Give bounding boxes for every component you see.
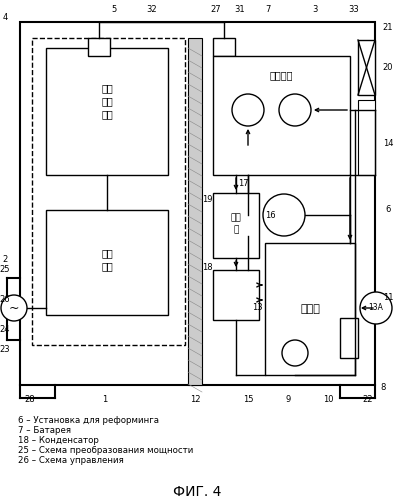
Text: スタック: スタック: [269, 70, 293, 80]
Bar: [88, 38, 110, 56]
Text: 18: 18: [202, 264, 212, 272]
Circle shape: [232, 94, 264, 126]
Text: 1: 1: [102, 396, 108, 404]
Text: 制御: 制御: [101, 248, 113, 258]
Text: 電力: 電力: [101, 83, 113, 93]
Text: 8: 8: [380, 384, 386, 392]
Text: 改質器: 改質器: [300, 304, 320, 314]
Text: 13: 13: [252, 304, 262, 312]
Text: 4: 4: [2, 14, 7, 22]
Text: 14: 14: [383, 138, 393, 147]
Bar: [265, 243, 355, 375]
Text: 6: 6: [385, 206, 391, 214]
Bar: [46, 48, 168, 175]
Text: 5: 5: [112, 6, 117, 15]
Text: 27: 27: [211, 6, 221, 15]
Circle shape: [279, 94, 311, 126]
Circle shape: [282, 340, 308, 366]
Text: 25 – Схема преобразования мощности: 25 – Схема преобразования мощности: [18, 446, 193, 455]
Text: 16: 16: [265, 210, 275, 220]
Bar: [213, 193, 259, 258]
Bar: [213, 38, 235, 56]
Text: 26 – Схема управления: 26 – Схема управления: [18, 456, 124, 465]
Text: 20: 20: [383, 64, 393, 72]
Text: 10: 10: [323, 396, 333, 404]
Bar: [358, 40, 375, 95]
Bar: [213, 56, 350, 175]
Text: 25: 25: [0, 266, 10, 274]
Circle shape: [1, 295, 27, 321]
Text: 9: 9: [285, 396, 291, 404]
Text: 18 – Конденсатор: 18 – Конденсатор: [18, 436, 99, 445]
Text: 11: 11: [383, 294, 393, 302]
Bar: [20, 22, 375, 385]
Text: 23: 23: [0, 346, 10, 354]
Text: 28: 28: [25, 396, 35, 404]
Text: 13A: 13A: [368, 304, 383, 312]
Text: 19: 19: [202, 196, 212, 204]
Bar: [213, 270, 259, 320]
Text: 21: 21: [383, 24, 393, 32]
Text: 回路: 回路: [101, 109, 113, 119]
Text: 器: 器: [233, 226, 239, 234]
Circle shape: [360, 292, 392, 324]
Text: 32: 32: [147, 6, 157, 15]
Text: 33: 33: [349, 6, 359, 15]
Text: 回路: 回路: [101, 261, 113, 271]
Bar: [358, 100, 375, 175]
Text: 17: 17: [238, 178, 248, 188]
Text: 31: 31: [235, 6, 245, 15]
Text: 15: 15: [243, 396, 253, 404]
Circle shape: [263, 194, 305, 236]
Bar: [340, 318, 358, 358]
Text: ~: ~: [9, 302, 19, 314]
Text: 24: 24: [0, 326, 10, 334]
Bar: [32, 38, 185, 345]
Bar: [46, 210, 168, 315]
Text: 7: 7: [265, 6, 271, 15]
Text: 凝縮: 凝縮: [230, 214, 242, 222]
Text: 2: 2: [2, 256, 7, 264]
Text: 12: 12: [190, 396, 200, 404]
Text: 26: 26: [0, 296, 10, 304]
Text: 7 – Батарея: 7 – Батарея: [18, 426, 71, 435]
Text: ФИГ. 4: ФИГ. 4: [173, 485, 221, 499]
Bar: [188, 38, 202, 385]
Text: 22: 22: [363, 396, 373, 404]
Text: 3: 3: [312, 6, 318, 15]
Text: 6 – Установка для реформинга: 6 – Установка для реформинга: [18, 416, 159, 425]
Text: 変換: 変換: [101, 96, 113, 106]
